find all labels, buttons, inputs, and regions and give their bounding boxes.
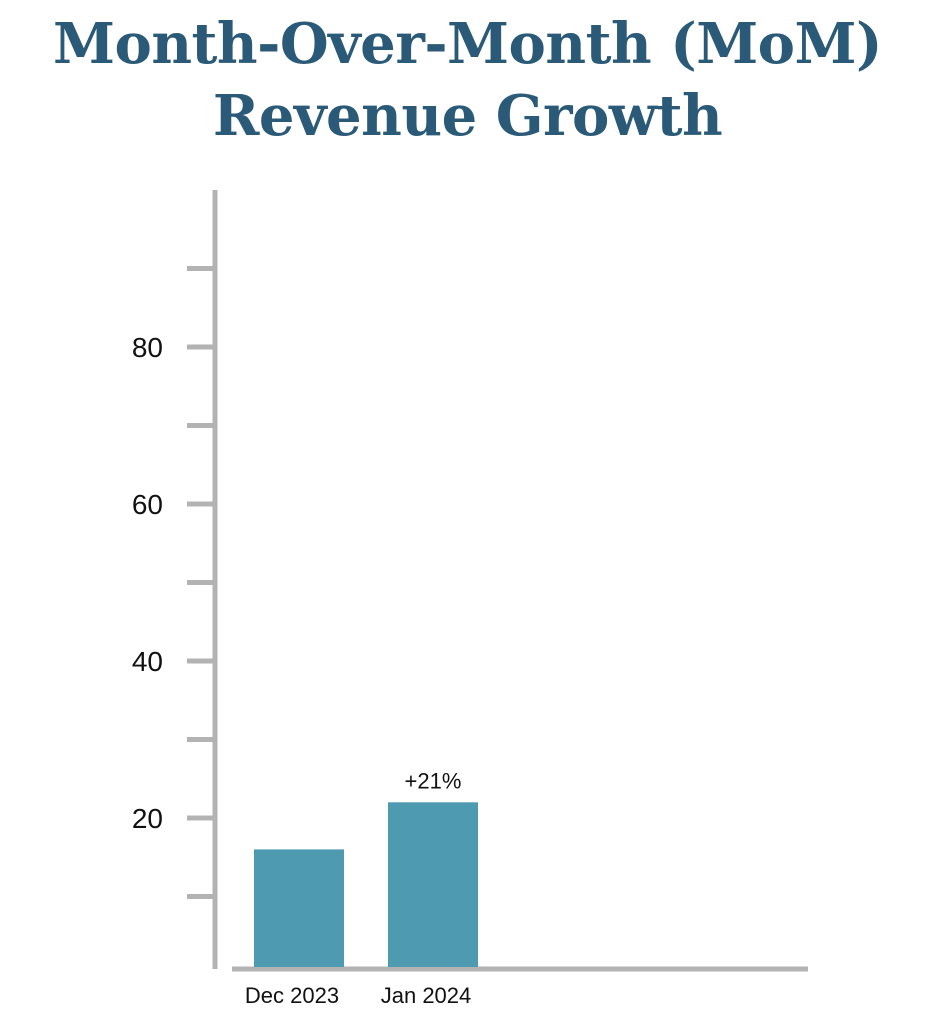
x-category-label-2: Jan 2024 [381, 983, 472, 1008]
chart-title: Month-Over-Month (MoM) Revenue Growth [0, 8, 935, 152]
x-axis: Dec 2023 Jan 2024 [232, 966, 808, 1008]
y-tick-label-40: 40 [132, 646, 163, 677]
y-tick-label-80: 80 [132, 332, 163, 363]
chart-title-line-1: Month-Over-Month (MoM) [52, 11, 883, 77]
y-tick-label-20: 20 [132, 803, 163, 834]
bar-1 [254, 849, 344, 967]
y-tick-label-60: 60 [132, 489, 163, 520]
bar-2 [388, 802, 478, 967]
bars [254, 802, 478, 967]
labels: +21% [405, 768, 462, 793]
data-label-2: +21% [405, 768, 462, 793]
chart-title-line-2: Revenue Growth [212, 83, 723, 149]
y-axis: 20 40 60 80 [132, 190, 218, 969]
x-category-label-1: Dec 2023 [245, 983, 339, 1008]
